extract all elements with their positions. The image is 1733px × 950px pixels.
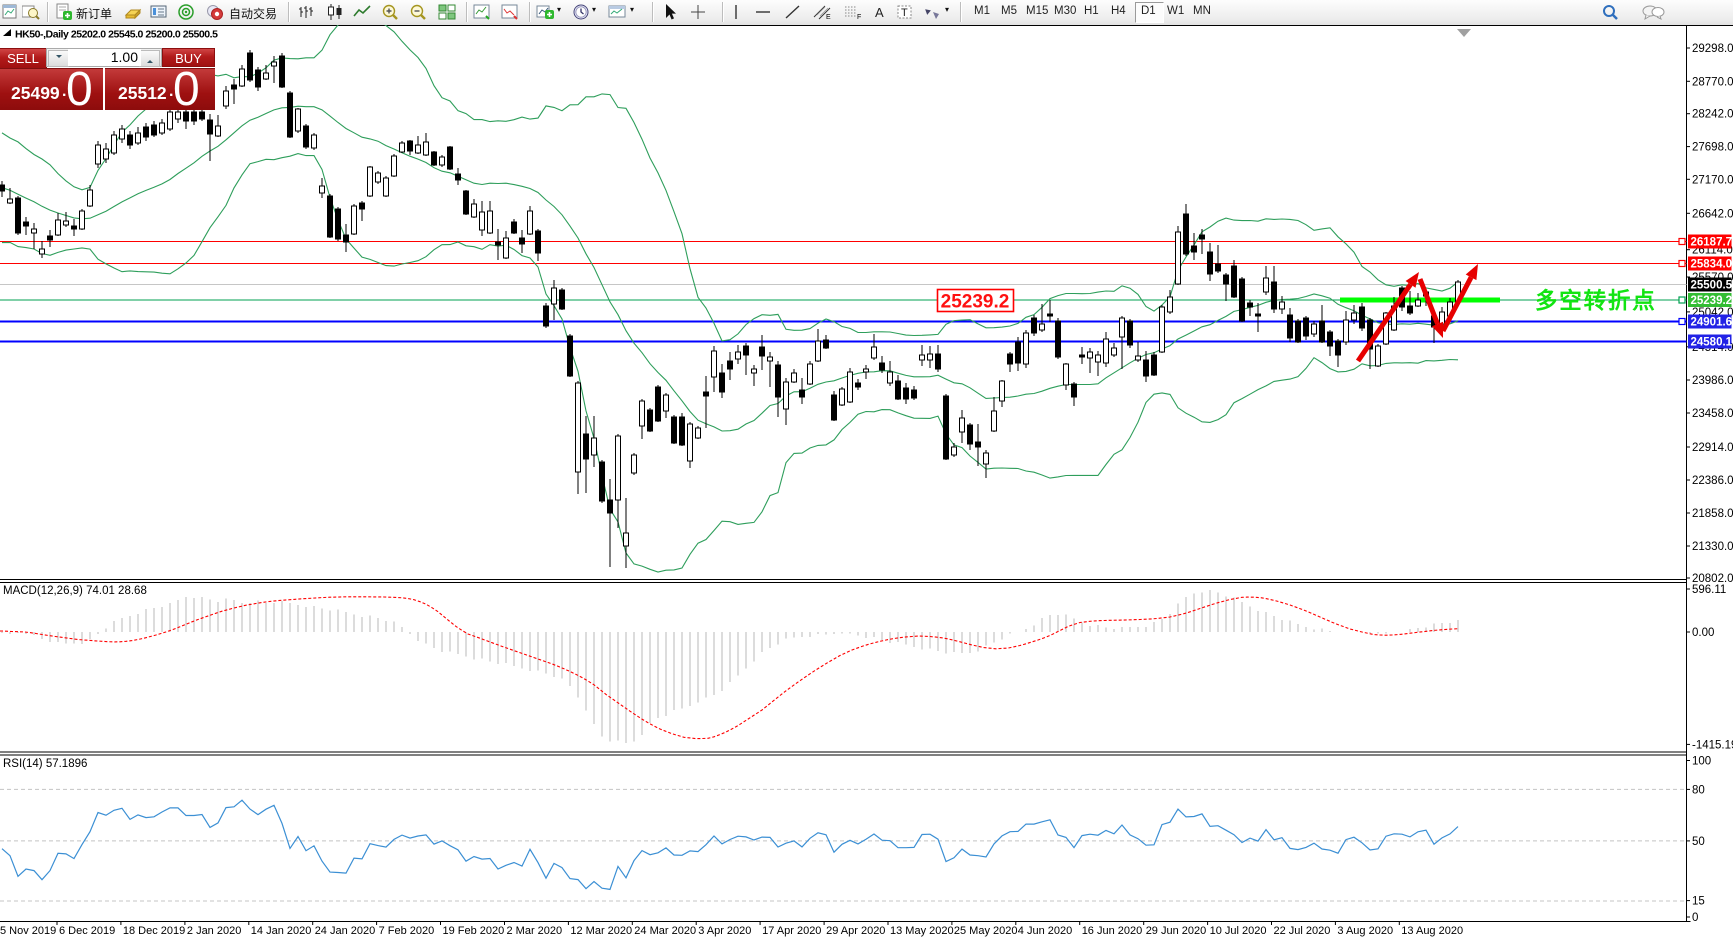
svg-text:7 Feb 2020: 7 Feb 2020 [379,925,435,937]
svg-text:29 Jun 2020: 29 Jun 2020 [1146,925,1207,937]
svg-text:25500.5: 25500.5 [1691,280,1733,292]
svg-text:23986.0: 23986.0 [1692,375,1733,387]
svg-text:16 Jun 2020: 16 Jun 2020 [1082,925,1143,937]
svg-text:24 Jan 2020: 24 Jan 2020 [315,925,376,937]
svg-text:24901.6: 24901.6 [1691,317,1733,329]
svg-text:19 Feb 2020: 19 Feb 2020 [443,925,505,937]
svg-text:28242.0: 28242.0 [1692,109,1733,121]
svg-text:50: 50 [1692,836,1705,848]
svg-text:26187.7: 26187.7 [1691,237,1733,249]
svg-text:12 Mar 2020: 12 Mar 2020 [570,925,632,937]
svg-text:25239.2: 25239.2 [1691,295,1733,307]
svg-text:13 May 2020: 13 May 2020 [890,925,954,937]
svg-text:T: T [901,7,908,19]
svg-text:F: F [857,14,861,21]
svg-text:HK50-,Daily 25202.0 25545.0 2: HK50-,Daily 25202.0 25545.0 25200.0 2550… [15,29,218,41]
svg-text:25 May 2020: 25 May 2020 [954,925,1018,937]
svg-text:0.00: 0.00 [1692,627,1714,639]
svg-text:22 Jul 2020: 22 Jul 2020 [1274,925,1331,937]
svg-text:E: E [826,14,831,21]
svg-text:27698.0: 27698.0 [1692,142,1733,154]
svg-text:13 Aug 2020: 13 Aug 2020 [1401,925,1463,937]
svg-text:20802.0: 20802.0 [1692,573,1733,585]
svg-text:15: 15 [1692,896,1705,908]
svg-text:29298.0: 29298.0 [1692,43,1733,55]
svg-text:29 Apr 2020: 29 Apr 2020 [826,925,885,937]
svg-text:26642.0: 26642.0 [1692,208,1733,220]
svg-text:MACD(12,26,9) 74.01 28.68: MACD(12,26,9) 74.01 28.68 [3,585,147,597]
svg-text:24 Mar 2020: 24 Mar 2020 [634,925,696,937]
svg-text:23458.0: 23458.0 [1692,408,1733,420]
svg-text:21330.0: 21330.0 [1692,541,1733,553]
svg-text:5 Nov 2019: 5 Nov 2019 [0,925,56,937]
svg-text:A: A [875,5,884,20]
svg-text:24580.1: 24580.1 [1691,337,1733,349]
svg-text:3 Apr 2020: 3 Apr 2020 [698,925,751,937]
svg-text:14 Jan 2020: 14 Jan 2020 [251,925,312,937]
svg-text:3 Aug 2020: 3 Aug 2020 [1337,925,1393,937]
svg-text:596.11: 596.11 [1692,584,1726,596]
svg-text:27170.0: 27170.0 [1692,174,1733,186]
svg-text:21858.0: 21858.0 [1692,508,1733,520]
svg-text:2 Jan 2020: 2 Jan 2020 [187,925,241,937]
svg-text:80: 80 [1692,784,1705,796]
svg-text:28770.0: 28770.0 [1692,76,1733,88]
svg-text:10 Jul 2020: 10 Jul 2020 [1210,925,1267,937]
svg-text:17 Apr 2020: 17 Apr 2020 [762,925,821,937]
svg-text:4 Jun 2020: 4 Jun 2020 [1018,925,1072,937]
svg-text:6 Dec 2019: 6 Dec 2019 [59,925,115,937]
svg-text:多空转折点: 多空转折点 [1535,288,1657,314]
svg-text:25834.0: 25834.0 [1691,259,1733,271]
svg-text:100: 100 [1692,756,1711,768]
svg-text:18 Dec 2019: 18 Dec 2019 [123,925,185,937]
svg-text:22386.0: 22386.0 [1692,475,1733,487]
svg-text:-1415.19: -1415.19 [1692,739,1733,751]
svg-text:2 Mar 2020: 2 Mar 2020 [507,925,563,937]
svg-text:22914.0: 22914.0 [1692,442,1733,454]
svg-text:RSI(14) 57.1896: RSI(14) 57.1896 [3,758,87,770]
svg-text:0: 0 [1692,912,1698,924]
svg-text:25239.2: 25239.2 [941,292,1010,313]
